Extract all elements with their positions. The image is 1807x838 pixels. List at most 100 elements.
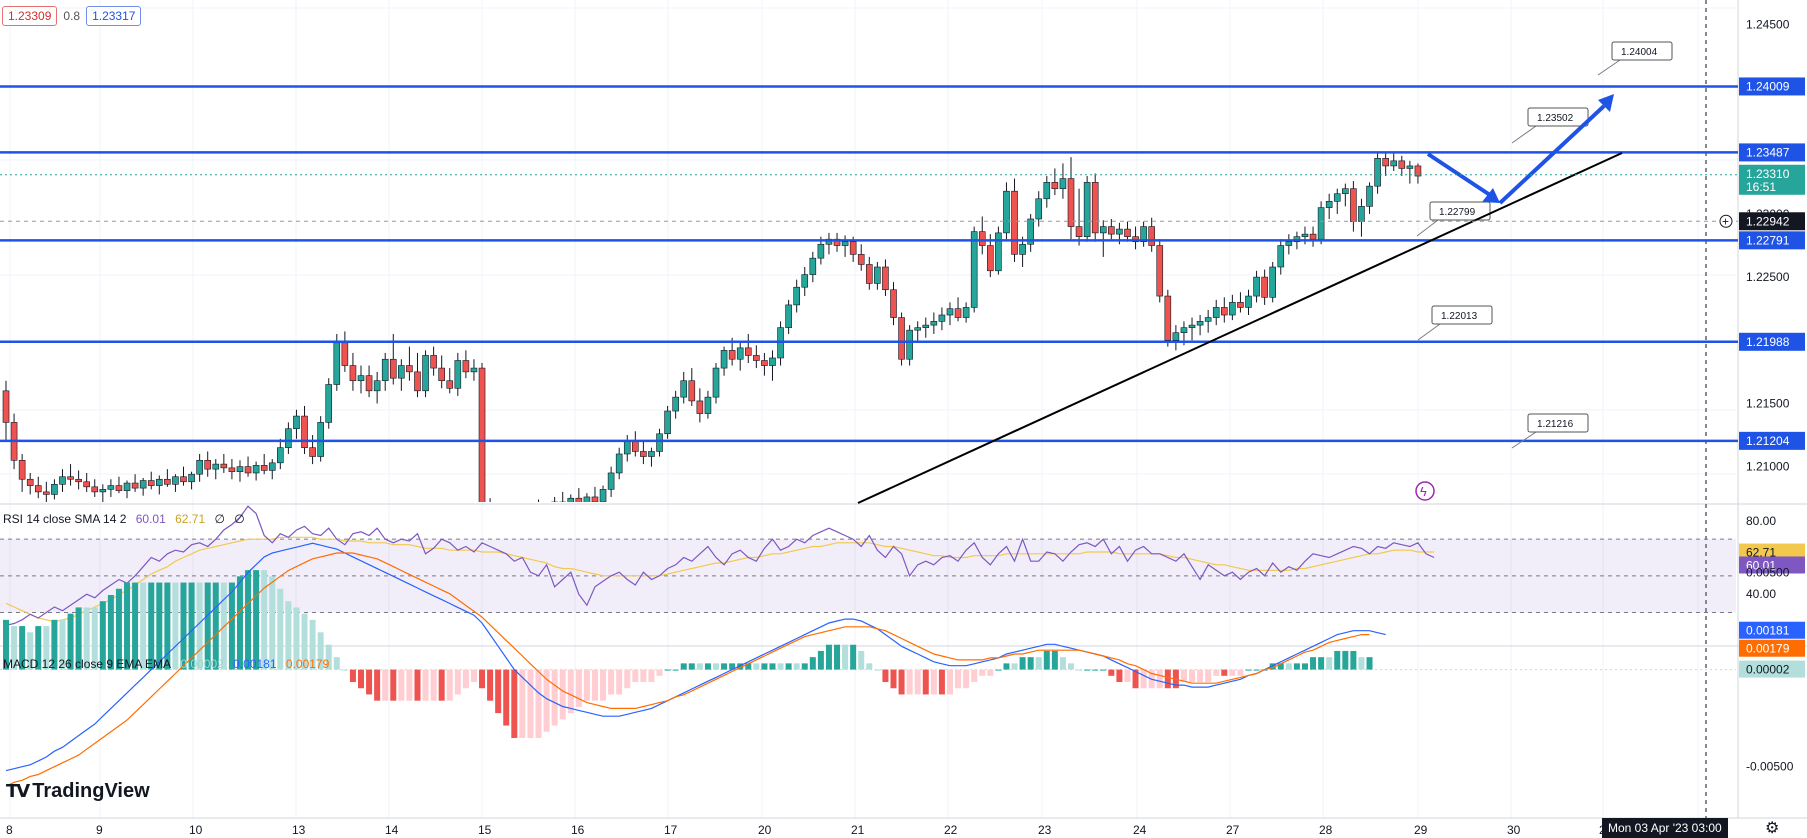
candle-body (1011, 190, 1018, 255)
candle-body (422, 355, 429, 392)
macd-histogram-bar (834, 644, 841, 670)
candle-body (293, 415, 300, 430)
macd-histogram-bar (858, 650, 865, 670)
macd-histogram-bar (1043, 650, 1050, 670)
candle-body (67, 476, 74, 480)
candle-body (414, 371, 421, 392)
macd-histogram-bar (914, 669, 921, 695)
candle-body (575, 497, 583, 502)
macd-histogram-bar (688, 663, 695, 670)
candle-body (75, 478, 82, 483)
macd-legend[interactable]: MACD 12 26 close 9 EMA EMA 0.00002 0.001… (3, 657, 335, 671)
callout-label: 1.21216 (1537, 419, 1574, 430)
macd-histogram-bar (99, 601, 106, 670)
macd-histogram-bar (882, 669, 889, 683)
macd-histogram-bar (261, 570, 268, 670)
rsi-legend[interactable]: RSI 14 close SMA 14 2 60.01 62.71 ∅ ∅ (3, 512, 251, 526)
candle-body (107, 485, 115, 490)
projection-arrow-up (1498, 104, 1606, 205)
candle-body (544, 507, 550, 515)
macd-histogram-bar (1301, 663, 1308, 670)
candle-body (277, 447, 284, 464)
rsi-value-badge (1739, 556, 1805, 574)
macd-histogram-bar (600, 669, 607, 701)
macd-histogram-bar (293, 607, 300, 670)
callout-pointer (1597, 59, 1621, 76)
candle-body (978, 231, 986, 246)
macd-histogram-bar (341, 669, 348, 671)
candle-body (406, 365, 413, 373)
macd-histogram-bar (1205, 669, 1212, 683)
candle-body (131, 482, 139, 489)
macd-histogram-bar (35, 626, 42, 670)
time-axis-tick-label: 16 (571, 823, 585, 837)
macd-histogram-bar (1269, 663, 1276, 670)
candle-body (599, 489, 607, 502)
candle-body (381, 358, 389, 382)
macd-value-badge (1739, 639, 1805, 657)
candle-body (1156, 245, 1164, 297)
callout-box (1429, 201, 1491, 221)
candle-body (946, 308, 954, 316)
candle-body (995, 232, 1002, 272)
callout-label: 1.24004 (1621, 47, 1658, 58)
gear-icon[interactable]: ⚙ (1765, 820, 1780, 837)
candle-body (761, 360, 768, 366)
candle-body (954, 308, 962, 318)
macd-histogram-bar (656, 669, 663, 676)
candle-body (962, 307, 970, 318)
arrowhead-up-icon (1598, 94, 1614, 112)
ask-price-badge[interactable]: 1.23317 (86, 6, 142, 26)
macd-value-badge (1739, 621, 1805, 639)
time-axis-tick-label: 22 (944, 823, 958, 837)
time-axis-tick-label: 8 (6, 823, 13, 837)
candle-body (1309, 233, 1317, 240)
candle-body (1253, 276, 1260, 297)
price-axis-tick-label: 1.22500 (1746, 270, 1790, 284)
bid-price-badge[interactable]: 1.23309 (2, 6, 58, 26)
macd-histogram-bar (333, 657, 340, 670)
candle-body (720, 350, 728, 369)
candle-body (1116, 228, 1123, 235)
macd-histogram-bar (228, 582, 235, 670)
macd-histogram-bar (591, 669, 598, 701)
macd-histogram-bar (164, 582, 171, 670)
candle-body (1148, 226, 1155, 246)
candle-body (430, 355, 437, 369)
lightning-glyph: ϟ (1420, 484, 1427, 499)
macd-histogram-bar (115, 588, 122, 670)
candle-body (793, 286, 800, 306)
candle-body (857, 254, 865, 265)
projection-arrow-down (1426, 152, 1492, 197)
candle-body (1382, 158, 1389, 167)
tradingview-logo[interactable]: 𝗧𝗩 TradingView (6, 780, 150, 803)
candle-body (212, 463, 220, 470)
candle-body (987, 245, 994, 272)
macd-histogram-bar (971, 669, 978, 683)
macd-histogram-bar (245, 570, 252, 670)
candle-body (551, 501, 558, 502)
macd-histogram-bar (317, 632, 324, 670)
macd-histogram-bar (349, 669, 356, 683)
macd-axis-tick-label: 0.00500 (1746, 565, 1790, 579)
time-axis-tick-label: 10 (189, 823, 203, 837)
callout-pointer (1417, 323, 1441, 341)
time-axis-tick-label: 28 (1319, 823, 1333, 837)
candle-body (688, 380, 696, 402)
spread-value: 0.8 (63, 9, 81, 23)
macd-histogram-bar (414, 669, 421, 701)
candle-body (519, 512, 525, 517)
macd-histogram-bar (1084, 669, 1091, 671)
macd-histogram-bar (1003, 663, 1010, 670)
candle-body (882, 266, 889, 291)
rsi-legend-extra-2: ∅ (234, 512, 245, 526)
candle-body (817, 243, 825, 259)
candle-body (1172, 332, 1180, 341)
macd-histogram-bar (1326, 657, 1333, 670)
macd-legend-label: MACD 12 26 close 9 EMA EMA (3, 657, 172, 671)
macd-histogram-bar (745, 663, 752, 670)
macd-histogram-bar (67, 613, 74, 670)
crosshair-price-badge (1739, 212, 1805, 231)
macd-histogram-bar (995, 669, 1002, 671)
